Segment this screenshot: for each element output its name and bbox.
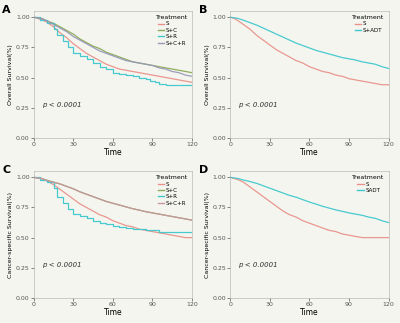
Legend: S, S+C, S+R, S+C+R: S, S+C, S+R, S+C+R (155, 174, 189, 207)
Text: p < 0.0001: p < 0.0001 (238, 263, 278, 268)
Text: A: A (2, 5, 11, 15)
Text: p < 0.0001: p < 0.0001 (238, 102, 278, 108)
Y-axis label: Cancer-specific Survival(%): Cancer-specific Survival(%) (204, 192, 210, 277)
Text: C: C (2, 165, 10, 175)
Legend: S, SADT: S, SADT (351, 174, 386, 194)
Text: B: B (199, 5, 207, 15)
Y-axis label: Overall Survival(%): Overall Survival(%) (8, 44, 13, 105)
X-axis label: Time: Time (300, 148, 319, 157)
Legend: S, S+C, S+R, S+C+R: S, S+C, S+R, S+C+R (155, 14, 189, 47)
Legend: S, S+ADT: S, S+ADT (351, 14, 386, 34)
X-axis label: Time: Time (104, 148, 122, 157)
Y-axis label: Overall Survival(%): Overall Survival(%) (204, 44, 210, 105)
X-axis label: Time: Time (104, 308, 122, 318)
Y-axis label: Cancer-specific Survival(%): Cancer-specific Survival(%) (8, 192, 13, 277)
Text: p < 0.0001: p < 0.0001 (42, 263, 81, 268)
X-axis label: Time: Time (300, 308, 319, 318)
Text: D: D (199, 165, 208, 175)
Text: p < 0.0001: p < 0.0001 (42, 102, 81, 108)
